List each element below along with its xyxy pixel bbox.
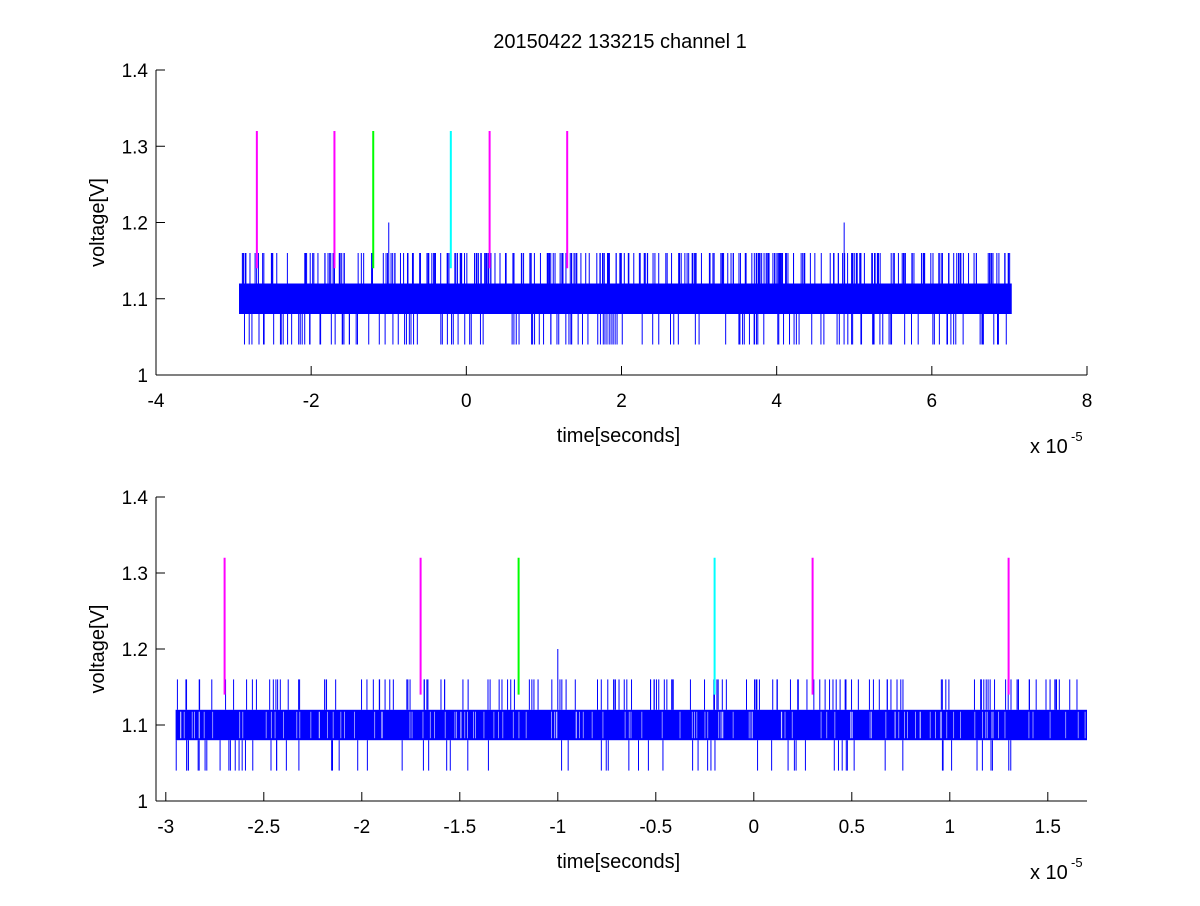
y-tick-label: 1.1 [122, 290, 148, 311]
signal-band [239, 283, 1012, 314]
y-tick-label: 1.1 [122, 716, 148, 737]
x-exponent-multiplier: x 10 [1030, 862, 1068, 884]
plot-zoomed: 1 1.1 1.2 1.3 1.4 -3 -2.5 -2 -1.5 -1 -0.5 0 0.5 1 1.5 t… [87, 488, 1088, 884]
y-tick-label: 1 [137, 792, 148, 813]
x-axis-label: time[seconds] [557, 425, 680, 447]
x-tick-label: -2 [353, 817, 370, 838]
x-tick-label: 2 [616, 391, 627, 412]
y-tick-label: 1.2 [122, 214, 148, 235]
x-tick-label: 6 [927, 391, 938, 412]
x-tick-label: -4 [148, 391, 165, 412]
x-exponent-power: -5 [1071, 429, 1083, 444]
x-tick-label: 1.5 [1035, 817, 1061, 838]
x-tick-label: 8 [1082, 391, 1093, 412]
x-exponent-multiplier: x 10 [1030, 436, 1068, 458]
x-tick-label: -1 [549, 817, 566, 838]
y-tick-label: 1.2 [122, 640, 148, 661]
x-tick-label: -3 [157, 817, 174, 838]
x-tick-label: -1.5 [443, 817, 476, 838]
y-axis-label: voltage[V] [87, 605, 109, 694]
x-tick-label: 0.5 [839, 817, 865, 838]
x-axis-label: time[seconds] [557, 851, 680, 873]
x-exponent-power: -5 [1071, 855, 1083, 870]
x-tick-label: 4 [771, 391, 782, 412]
signal-series [239, 222, 1012, 345]
x-tick-label: 0 [461, 391, 472, 412]
y-axis-label: voltage[V] [87, 178, 109, 267]
signal-series [175, 649, 1088, 771]
x-tick-label: -2 [303, 391, 320, 412]
x-tick-label: -2.5 [247, 817, 280, 838]
plot-full-range: 1 1.1 1.2 1.3 1.4 -4 -2 0 2 4 6 8 time[seconds] volta… [87, 61, 1092, 458]
chart-title: 20150422 133215 channel 1 [493, 31, 747, 53]
y-tick-label: 1 [137, 366, 148, 387]
y-tick-label: 1.4 [122, 61, 149, 82]
y-tick-label: 1.3 [122, 564, 148, 585]
x-tick-label: 1 [945, 817, 956, 838]
x-tick-label: -0.5 [639, 817, 672, 838]
y-tick-label: 1.3 [122, 137, 148, 158]
y-tick-label: 1.4 [122, 488, 149, 509]
x-tick-label: 0 [749, 817, 760, 838]
